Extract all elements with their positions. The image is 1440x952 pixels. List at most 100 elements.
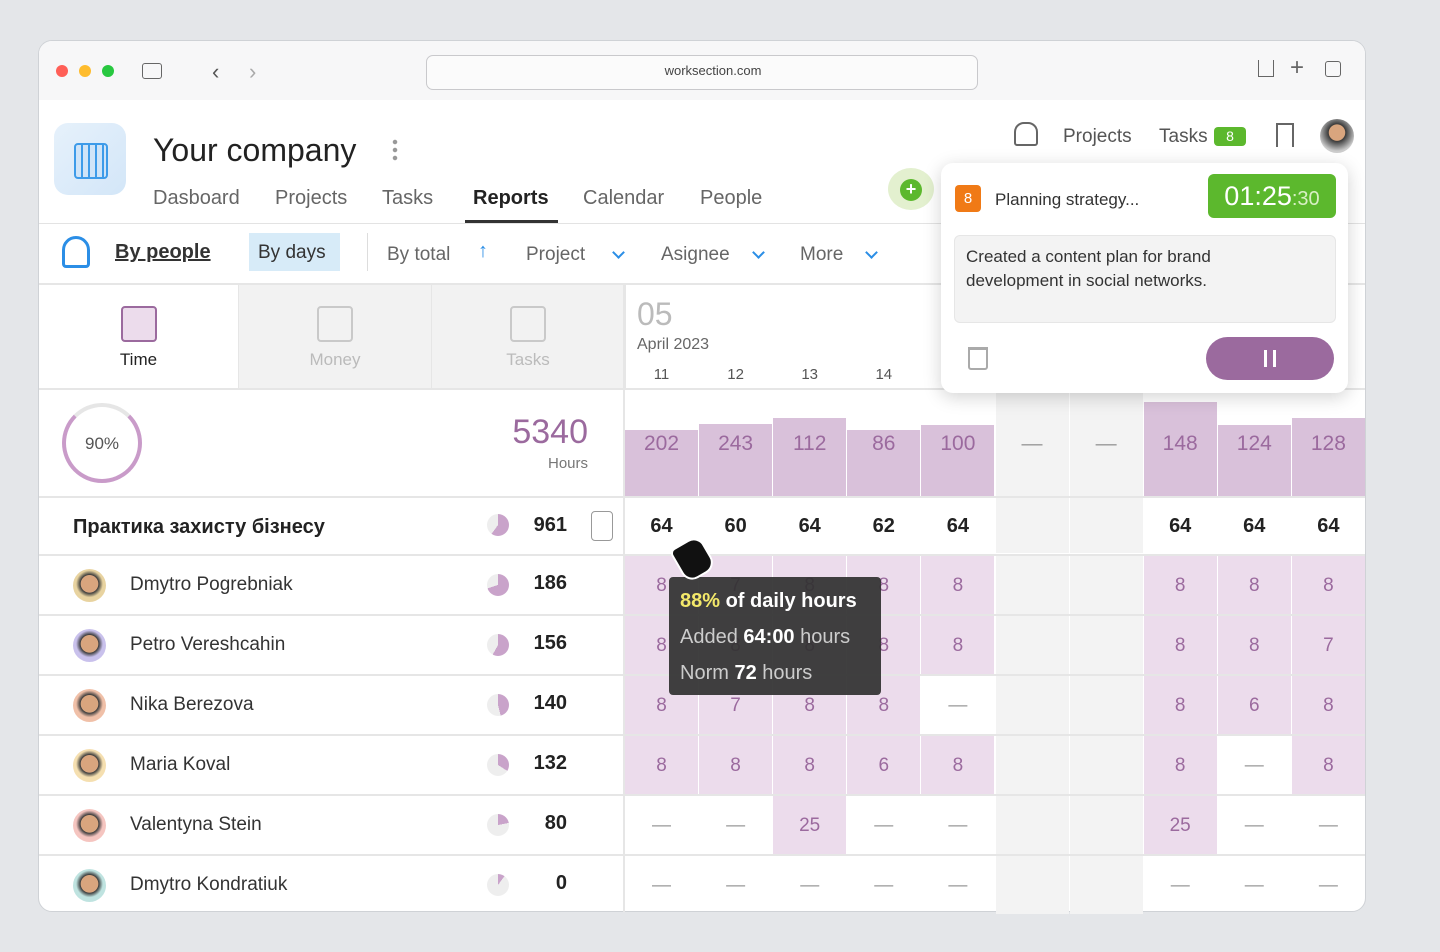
tooltip-label: Added xyxy=(680,626,738,648)
bell-icon[interactable] xyxy=(1014,122,1038,146)
day-value: 8 xyxy=(952,575,964,596)
window-button[interactable] xyxy=(56,65,68,77)
person-name[interactable]: Dmytro Kondratiuk xyxy=(130,874,288,895)
by-days[interactable]: By days xyxy=(258,242,326,263)
filter[interactable]: Project xyxy=(526,244,586,265)
weekend-cell xyxy=(1069,556,1143,614)
day-value: — xyxy=(948,815,968,836)
forward-button[interactable]: › xyxy=(249,59,257,84)
day-value: 8 xyxy=(952,635,964,656)
summary-value: — xyxy=(1095,432,1117,455)
person-total: 132 xyxy=(533,752,567,774)
summary-bar xyxy=(773,418,847,496)
day-cell xyxy=(921,616,995,674)
task-note: Created a content plan for brand develop… xyxy=(966,247,1211,290)
weekend-cell xyxy=(995,390,1069,496)
day-value: — xyxy=(1244,875,1264,896)
person-name[interactable]: Petro Vereshcahin xyxy=(130,634,286,655)
person-pie xyxy=(487,694,509,716)
day-cell xyxy=(1143,676,1217,734)
nav-tab[interactable]: Dasboard xyxy=(153,187,240,209)
day-value: — xyxy=(652,815,671,836)
weekend-cell xyxy=(1069,390,1143,496)
day-cell xyxy=(625,736,698,794)
by-total[interactable]: By total xyxy=(387,244,451,265)
person-name[interactable]: Nika Berezova xyxy=(130,694,254,715)
summary-bar xyxy=(625,430,698,496)
day-cell xyxy=(1143,616,1217,674)
row-divider xyxy=(39,734,1365,736)
back-button[interactable]: ‹ xyxy=(212,59,220,84)
person-name[interactable]: Maria Koval xyxy=(130,754,231,775)
company-name: Your company xyxy=(153,132,357,168)
day-value: 25 xyxy=(799,815,821,836)
url-bar[interactable] xyxy=(426,55,978,90)
person-avatar[interactable] xyxy=(73,809,106,842)
metric-label[interactable]: Time xyxy=(119,350,158,369)
group-value: 60 xyxy=(724,515,747,537)
group-value: 64 xyxy=(946,515,970,537)
metric-label[interactable]: Money xyxy=(309,350,361,369)
metric-label[interactable]: Tasks xyxy=(506,350,550,369)
summary-value: — xyxy=(1021,432,1043,455)
collapse-button[interactable] xyxy=(591,511,613,541)
company-menu[interactable] xyxy=(392,138,398,162)
user-avatar[interactable] xyxy=(1320,119,1354,153)
share-icon[interactable] xyxy=(1258,60,1274,77)
day-value: 8 xyxy=(656,635,667,656)
tooltip-value: 64:00 xyxy=(743,626,795,648)
metric-icon xyxy=(317,306,353,342)
pause-button[interactable] xyxy=(1206,337,1334,380)
summary-bar xyxy=(1217,425,1291,496)
nav-tab[interactable]: Calendar xyxy=(583,187,665,209)
row-divider xyxy=(39,794,1365,796)
new-tab[interactable]: + xyxy=(1290,54,1305,81)
summary-value: 202 xyxy=(643,432,680,455)
person-name[interactable]: Dmytro Pogrebniak xyxy=(130,574,293,595)
person-avatar[interactable] xyxy=(73,749,106,782)
nav-tab[interactable]: People xyxy=(700,187,763,209)
by-people[interactable]: By people xyxy=(115,241,211,263)
window-button[interactable] xyxy=(102,65,114,77)
person-avatar[interactable] xyxy=(73,569,106,602)
window-button[interactable] xyxy=(79,65,91,77)
weekend-cell xyxy=(1069,498,1143,553)
bookmark-icon[interactable] xyxy=(1276,123,1294,147)
add-icon[interactable]: + xyxy=(900,179,922,201)
person-pie xyxy=(487,634,509,656)
day-label: 11 xyxy=(653,366,670,383)
person-avatar[interactable] xyxy=(73,869,106,902)
nav-link[interactable]: Tasks xyxy=(1159,126,1208,147)
day-value: 8 xyxy=(804,695,815,716)
person-avatar[interactable] xyxy=(73,629,106,662)
filter[interactable]: More xyxy=(800,244,844,265)
person-pie xyxy=(487,874,509,896)
day-label: 12 xyxy=(727,366,744,383)
person-avatar[interactable] xyxy=(73,689,106,722)
nav-link[interactable]: Projects xyxy=(1063,126,1132,147)
summary-value: 86 xyxy=(872,432,896,455)
nav-tab[interactable]: Projects xyxy=(275,187,348,209)
sort-arrow[interactable]: ↑ xyxy=(478,240,488,262)
day-value: 8 xyxy=(952,755,964,776)
month: April 2023 xyxy=(637,336,710,353)
tooltip-line: Added 64:00 hours xyxy=(680,626,850,649)
summary-bar xyxy=(847,430,921,496)
day-value: — xyxy=(948,695,968,716)
day-value: 8 xyxy=(1323,575,1334,596)
metric-tab[interactable] xyxy=(432,285,626,388)
day-value: 8 xyxy=(1174,695,1186,716)
nav-tab[interactable]: Tasks xyxy=(382,187,434,209)
trash-icon[interactable] xyxy=(968,347,988,370)
day-cell xyxy=(773,796,847,854)
person-pie xyxy=(487,574,509,596)
metric-icon xyxy=(120,306,157,342)
sidebar-icon[interactable] xyxy=(142,63,162,79)
filter[interactable]: Asignee xyxy=(661,244,730,265)
day-value: 8 xyxy=(804,755,815,776)
nav-tab[interactable]: Reports xyxy=(473,187,549,209)
tabs-icon[interactable] xyxy=(1325,61,1341,77)
person-name[interactable]: Valentyna Stein xyxy=(130,814,262,835)
day-value: 8 xyxy=(1174,575,1186,596)
